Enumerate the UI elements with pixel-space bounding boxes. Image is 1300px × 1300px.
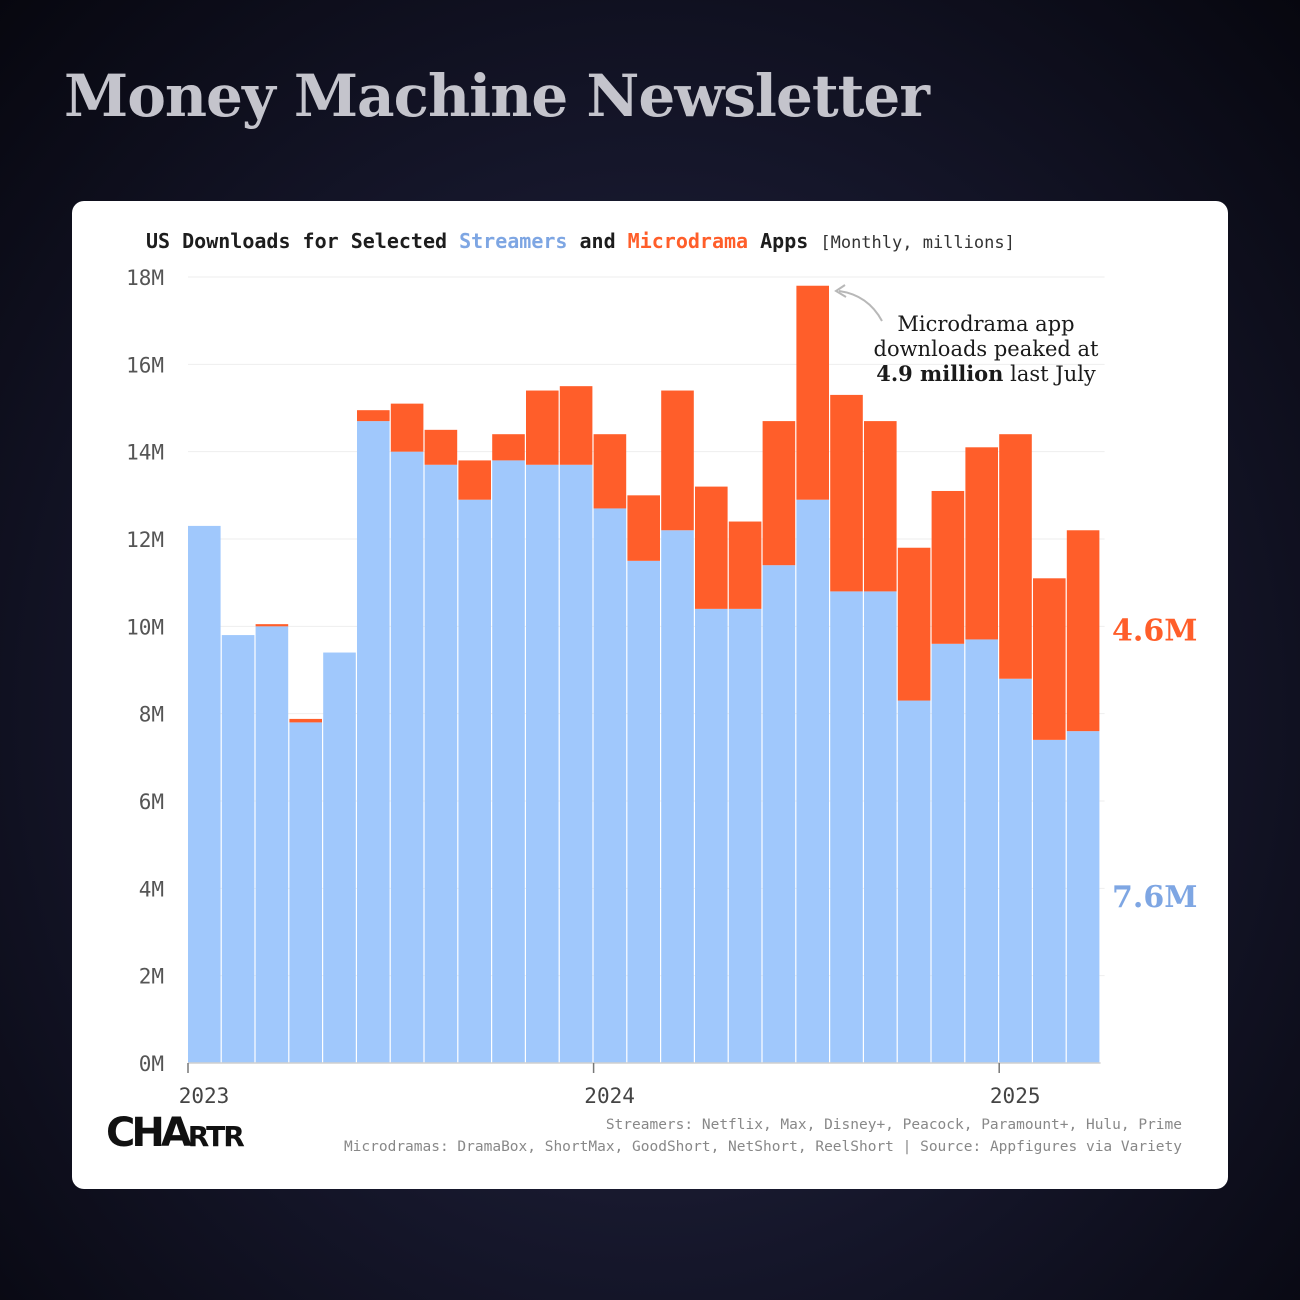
bar-streamers bbox=[695, 608, 728, 1063]
bar-streamers bbox=[289, 722, 322, 1063]
peak-annotation: Microdrama app downloads peaked at 4.9 m… bbox=[834, 284, 1100, 386]
y-tick-label: 12M bbox=[126, 528, 164, 552]
title-microdrama: Microdrama bbox=[627, 229, 749, 253]
bar-streamers bbox=[897, 700, 931, 1063]
annotation-line-1: Microdrama app bbox=[897, 312, 1074, 336]
bar-streamers bbox=[1066, 731, 1100, 1063]
bar-microdrama bbox=[931, 490, 965, 644]
logo-text-tail: RTR bbox=[187, 1120, 245, 1153]
bar-streamers bbox=[762, 565, 796, 1063]
bar-microdrama bbox=[492, 434, 525, 461]
annotation-line-3-rest: last July bbox=[1003, 362, 1095, 386]
y-tick-label: 0M bbox=[139, 1052, 164, 1076]
x-tick-label: 2025 bbox=[990, 1084, 1041, 1108]
bar-microdrama bbox=[965, 447, 998, 640]
bar-streamers bbox=[593, 508, 627, 1063]
footnote-microdramas-source: Microdramas: DramaBox, ShortMax, GoodSho… bbox=[343, 1139, 1182, 1155]
logo-text-main: CHA bbox=[106, 1110, 192, 1156]
bar-microdrama bbox=[762, 421, 796, 566]
x-axis: 2023 2024 2025 bbox=[179, 1062, 1101, 1108]
bar-streamers bbox=[323, 652, 356, 1063]
end-label-microdrama: 4.6M bbox=[1112, 614, 1197, 649]
y-tick-label: 16M bbox=[126, 353, 164, 377]
y-tick-label: 8M bbox=[139, 703, 164, 727]
bar-streamers bbox=[661, 530, 694, 1063]
bar-microdrama bbox=[559, 386, 593, 465]
y-tick-label: 14M bbox=[126, 441, 164, 465]
bar-streamers bbox=[796, 499, 829, 1063]
stacked-bar-chart: 0M 2M 4M 6M 8M 10M 12M 14M 16M 18M 2023 2024 2025 M… bbox=[126, 266, 1197, 1108]
bar-streamers bbox=[999, 678, 1032, 1063]
bar-microdrama bbox=[390, 403, 424, 452]
bar-microdrama bbox=[1066, 530, 1100, 732]
end-label-streamers: 7.6M bbox=[1112, 880, 1197, 915]
bar-microdrama bbox=[864, 421, 897, 592]
bar-microdrama bbox=[289, 718, 322, 723]
bar-streamers bbox=[627, 560, 660, 1063]
bar-microdrama bbox=[830, 394, 863, 592]
title-prefix: US Downloads for Selected bbox=[146, 229, 460, 253]
bar-streamers bbox=[728, 608, 762, 1063]
bar-streamers bbox=[830, 591, 863, 1063]
y-tick-label: 2M bbox=[139, 965, 164, 989]
title-streamers: Streamers bbox=[459, 229, 568, 253]
bar-streamers bbox=[559, 464, 593, 1063]
bar-microdrama bbox=[695, 486, 728, 609]
bar-streamers bbox=[864, 591, 897, 1063]
bar-streamers bbox=[188, 525, 221, 1063]
bar-microdrama bbox=[897, 547, 931, 701]
bar-microdrama bbox=[593, 434, 627, 509]
footnote-streamers: Streamers: Netflix, Max, Disney+, Peacoc… bbox=[605, 1117, 1182, 1133]
chart-title: US Downloads for Selected Streamers and … bbox=[146, 229, 1015, 253]
bar-microdrama bbox=[255, 624, 289, 627]
bar-microdrama bbox=[1033, 578, 1066, 740]
y-axis: 0M 2M 4M 6M 8M 10M 12M 14M 16M 18M bbox=[126, 266, 164, 1076]
bars bbox=[188, 285, 1100, 1064]
chart-card: US Downloads for Selected Streamers and … bbox=[72, 201, 1228, 1189]
annotation-line-2: downloads peaked at bbox=[874, 337, 1100, 361]
annotation-peak-value: 4.9 million bbox=[876, 361, 1003, 386]
x-tick-label: 2024 bbox=[584, 1084, 635, 1108]
bar-streamers bbox=[458, 499, 491, 1063]
bar-streamers bbox=[492, 460, 525, 1063]
title-unit: [Monthly, millions] bbox=[820, 233, 1015, 253]
bar-microdrama bbox=[526, 390, 559, 465]
bar-streamers bbox=[357, 421, 390, 1064]
bar-microdrama bbox=[627, 495, 660, 561]
bar-streamers bbox=[424, 464, 458, 1063]
bar-microdrama bbox=[796, 285, 829, 500]
annotation-line-3: 4.9 million last July bbox=[876, 361, 1096, 386]
bar-streamers bbox=[1033, 739, 1066, 1063]
bar-streamers bbox=[965, 639, 998, 1063]
bar-microdrama bbox=[424, 429, 458, 465]
bar-microdrama bbox=[458, 460, 491, 500]
bar-microdrama bbox=[999, 434, 1032, 679]
newsletter-title: Money Machine Newsletter bbox=[64, 62, 930, 130]
annotation-arrowhead bbox=[834, 284, 847, 298]
title-suffix: Apps bbox=[748, 229, 809, 253]
title-mid: and bbox=[567, 229, 628, 253]
chartr-logo: CHARTR bbox=[106, 1110, 245, 1156]
bar-streamers bbox=[931, 643, 965, 1063]
bar-streamers bbox=[526, 464, 559, 1063]
y-tick-label: 6M bbox=[139, 790, 164, 814]
y-tick-label: 18M bbox=[126, 266, 164, 290]
y-tick-label: 4M bbox=[139, 877, 164, 901]
x-tick-label: 2023 bbox=[179, 1084, 230, 1108]
bar-streamers bbox=[221, 635, 255, 1063]
bar-streamers bbox=[255, 626, 289, 1063]
bar-microdrama bbox=[661, 390, 694, 531]
bar-streamers bbox=[390, 451, 424, 1063]
bar-microdrama bbox=[357, 410, 390, 422]
y-tick-label: 10M bbox=[126, 615, 164, 639]
bar-microdrama bbox=[728, 521, 762, 609]
annotation-arrow bbox=[838, 290, 883, 322]
